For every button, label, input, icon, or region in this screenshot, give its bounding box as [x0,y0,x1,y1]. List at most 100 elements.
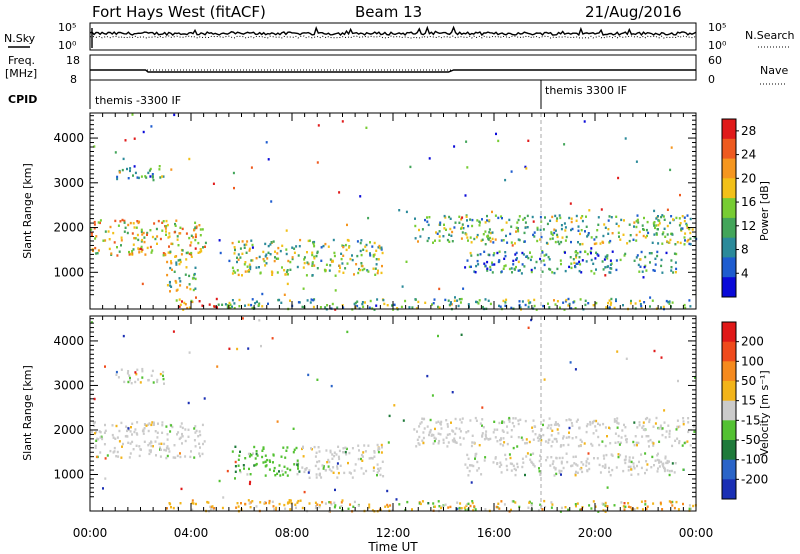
power-echo-cell [595,235,598,239]
velocity-echo-cell [608,470,611,474]
velocity-echo-cell [248,482,251,486]
velocity-echo-cell [632,462,635,465]
velocity-echo-cell [438,505,441,508]
velocity-echo-cell [487,438,490,441]
power-echo-cell [238,298,241,302]
velocity-echo-cell [143,427,146,430]
power-echo-cell [435,231,437,234]
power-echo-cell [265,141,268,144]
power-echo-cell [517,230,520,233]
velocity-echo-cell [694,376,696,379]
power-echo-cell [535,308,538,311]
velocity-echo-cell [517,419,520,422]
velocity-echo-cell [481,432,484,435]
power-echo-cell [478,224,481,227]
power-echo-cell [681,215,684,218]
power-echo-cell [489,302,492,306]
power-echo-cell [645,228,648,232]
power-echo-cell [670,146,673,149]
power-echo-cell [662,231,665,234]
velocity-echo-cell [301,506,304,510]
power-colorbar-tick-label: 28 [741,124,756,138]
power-echo-cell [301,305,304,309]
power-echo-cell [500,215,503,218]
velocity-echo-cell [402,419,405,422]
velocity-echo-cell [466,466,469,469]
velocity-echo-cell [648,418,651,421]
velocity-echo-cell [514,417,517,420]
power-echo-cell [415,307,418,310]
velocity-echo-cell [339,464,342,467]
velocity-echo-cell [475,419,478,422]
power-echo-cell [521,300,524,303]
power-echo-cell [526,255,529,258]
velocity-echo-cell [295,506,297,509]
power-echo-cell [188,274,191,278]
power-echo-cell [670,259,673,262]
power-echo-cell [575,256,578,259]
power-echo-cell [296,265,299,269]
power-echo-cell [671,232,673,236]
power-echo-cell [579,250,582,254]
velocity-echo-cell [187,435,190,438]
velocity-echo-cell [289,499,292,502]
velocity-echo-cell [466,503,468,506]
power-echo-cell [688,227,691,230]
velocity-echo-cell [332,466,335,469]
power-echo-cell [96,252,99,255]
power-echo-cell [129,167,132,170]
power-echo-cell [477,302,480,305]
velocity-echo-cell [521,465,524,469]
power-echo-cell [511,271,513,274]
velocity-echo-cell [330,384,333,388]
velocity-echo-cell [138,454,141,458]
velocity-echo-cell [637,473,640,476]
power-echo-cell [542,259,545,262]
velocity-echo-cell [115,455,118,458]
power-echo-cell [392,308,395,311]
velocity-echo-cell [422,417,425,421]
power-echo-cell [194,238,197,242]
velocity-echo-cell [432,442,435,445]
power-echo-cell [168,235,171,238]
velocity-echo-cell [646,463,649,466]
velocity-echo-cell [126,435,129,438]
power-echo-cell [602,234,605,238]
power-echo-cell [501,217,503,220]
power-echo-cell [94,246,97,250]
velocity-echo-cell [427,502,430,505]
power-echo-cell [99,221,101,225]
power-echo-cell [162,220,165,223]
power-echo-cell [316,267,319,270]
velocity-echo-cell [279,474,282,477]
velocity-echo-cell [640,453,643,456]
velocity-echo-cell [624,426,627,429]
velocity-echo-cell [464,463,467,466]
power-echo-cell [365,243,368,247]
velocity-echo-cell [633,508,636,511]
velocity-echo-cell [109,449,112,453]
power-echo-cell [140,240,143,243]
power-echo-cell [359,268,361,272]
power-echo-cell [251,307,254,310]
power-echo-cell [401,285,404,288]
power-echo-cell [597,254,600,257]
power-echo-cell [586,252,589,256]
power-echo-cell [512,259,515,263]
power-echo-cell [574,250,577,254]
power-echo-cell [159,176,162,179]
power-echo-cell [667,301,670,304]
velocity-echo-cell [422,441,425,445]
power-echo-cell [338,270,341,273]
velocity-echo-cell [473,441,476,444]
power-echo-cell [654,263,657,266]
time-tick-label: 00:00 [679,526,714,540]
power-echo-cell [465,214,468,217]
power-echo-cell [313,245,316,248]
velocity-echo-cell [297,467,299,470]
power-echo-cell [254,302,257,305]
velocity-echo-cell [156,431,159,434]
velocity-echo-cell [440,427,443,430]
velocity-echo-cell [379,473,382,477]
power-echo-cell [195,226,198,230]
